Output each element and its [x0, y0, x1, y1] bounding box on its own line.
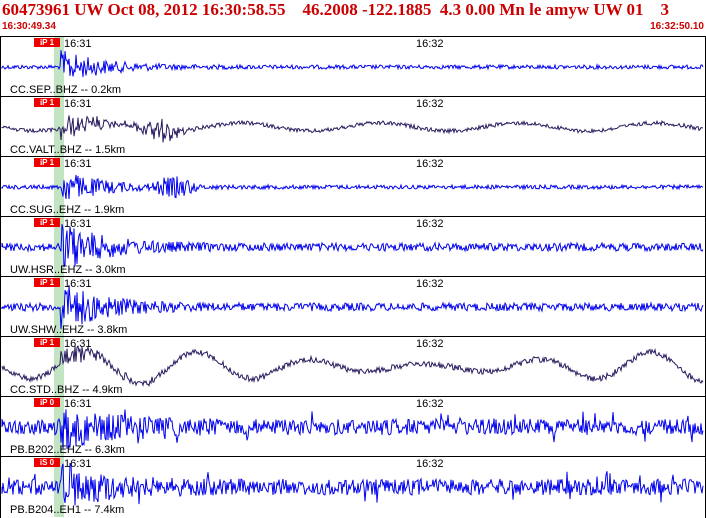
trace-row[interactable]: iP 1 16:31 16:32 CC.SEP..BHZ -- 0.2km	[0, 36, 706, 97]
station-channel-label: PB.B204..EH1 -- 7.4km	[10, 504, 125, 516]
trace-row[interactable]: iP 1 16:31 16:32 CC.SUG..EHZ -- 1.9km	[0, 156, 706, 217]
station-channel-label: CC.VALT..BHZ -- 1.5km	[10, 144, 126, 156]
station-channel-label: UW.SHW..EHZ -- 3.8km	[10, 324, 128, 336]
station-channel-label: CC.SEP..BHZ -- 0.2km	[10, 84, 122, 96]
waveform-trace	[1, 50, 704, 78]
time-tick-label: 16:32	[416, 38, 444, 50]
phase-pick-badge[interactable]: iP 1	[34, 338, 60, 347]
time-tick-label: 16:32	[416, 98, 444, 110]
start-time-label: 16:30:49.34	[2, 21, 56, 32]
event-header-title: 60473961 UW Oct 08, 2012 16:30:58.55 46.…	[2, 0, 670, 19]
time-tick-label: 16:32	[416, 278, 444, 290]
time-tick-label: 16:32	[416, 458, 444, 470]
trace-row[interactable]: iS 0 16:31 16:32 PB.B204..EH1 -- 7.4km	[0, 456, 706, 517]
waveform-trace	[1, 284, 704, 329]
phase-pick-badge[interactable]: iP 1	[34, 158, 60, 167]
time-tick-label: 16:32	[416, 158, 444, 170]
phase-pick-badge[interactable]: iP 1	[34, 218, 60, 227]
station-channel-label: CC.STD..BHZ -- 4.9km	[10, 384, 123, 396]
station-channel-label: UW.HSR..EHZ -- 3.0km	[10, 264, 126, 276]
seismogram-panel[interactable]: iP 1 16:31 16:32 CC.SEP..BHZ -- 0.2km iP 1 16…	[0, 36, 706, 518]
phase-pick-badge[interactable]: iS 0	[34, 458, 60, 467]
pick-window	[54, 337, 64, 397]
station-channel-label: PB.B202..EHZ -- 6.3km	[10, 444, 125, 456]
waveform-trace	[1, 409, 704, 449]
time-tick-label: 16:32	[416, 218, 444, 230]
time-tick-label: 16:32	[416, 338, 444, 350]
phase-pick-badge[interactable]: iP 1	[34, 98, 60, 107]
phase-pick-badge[interactable]: iP 1	[34, 38, 60, 47]
time-tick-label: 16:32	[416, 398, 444, 410]
waveform-plot	[1, 217, 704, 277]
pick-window	[54, 277, 64, 337]
waveform-trace	[1, 224, 704, 267]
end-time-label: 16:32:50.10	[650, 21, 704, 32]
trace-row[interactable]: iP 1 16:31 16:32 CC.VALT..BHZ -- 1.5km	[0, 96, 706, 157]
waveform-plot	[1, 337, 704, 397]
waveform-plot	[1, 457, 704, 517]
time-tick-label: 16:31	[64, 398, 92, 410]
pick-window	[54, 37, 64, 97]
time-tick-label: 16:31	[64, 278, 92, 290]
panel-left-border	[0, 36, 1, 518]
waveform-plot	[1, 397, 704, 457]
phase-pick-badge[interactable]: iP 1	[34, 278, 60, 287]
trace-row[interactable]: iP 1 16:31 16:32 UW.HSR..EHZ -- 3.0km	[0, 216, 706, 277]
trace-row[interactable]: iP 1 16:31 16:32 UW.SHW..EHZ -- 3.8km	[0, 276, 706, 337]
time-tick-label: 16:31	[64, 458, 92, 470]
waveform-plot	[1, 97, 704, 157]
waveform-trace	[1, 345, 704, 387]
waveform-trace	[1, 115, 704, 143]
station-channel-label: CC.SUG..EHZ -- 1.9km	[10, 204, 125, 216]
waveform-plot	[1, 277, 704, 337]
time-tick-label: 16:31	[64, 338, 92, 350]
pick-window	[54, 397, 64, 457]
time-tick-label: 16:31	[64, 158, 92, 170]
trace-row[interactable]: iP 1 16:31 16:32 CC.STD..BHZ -- 4.9km	[0, 336, 706, 397]
time-tick-label: 16:31	[64, 98, 92, 110]
time-tick-label: 16:31	[64, 218, 92, 230]
waveform-trace	[1, 174, 704, 200]
waveform-trace	[1, 462, 704, 506]
waveform-plot	[1, 37, 704, 97]
waveform-plot	[1, 157, 704, 217]
time-tick-label: 16:31	[64, 38, 92, 50]
phase-pick-badge[interactable]: iP 0	[34, 398, 60, 407]
trace-row[interactable]: iP 0 16:31 16:32 PB.B202..EHZ -- 6.3km	[0, 396, 706, 457]
